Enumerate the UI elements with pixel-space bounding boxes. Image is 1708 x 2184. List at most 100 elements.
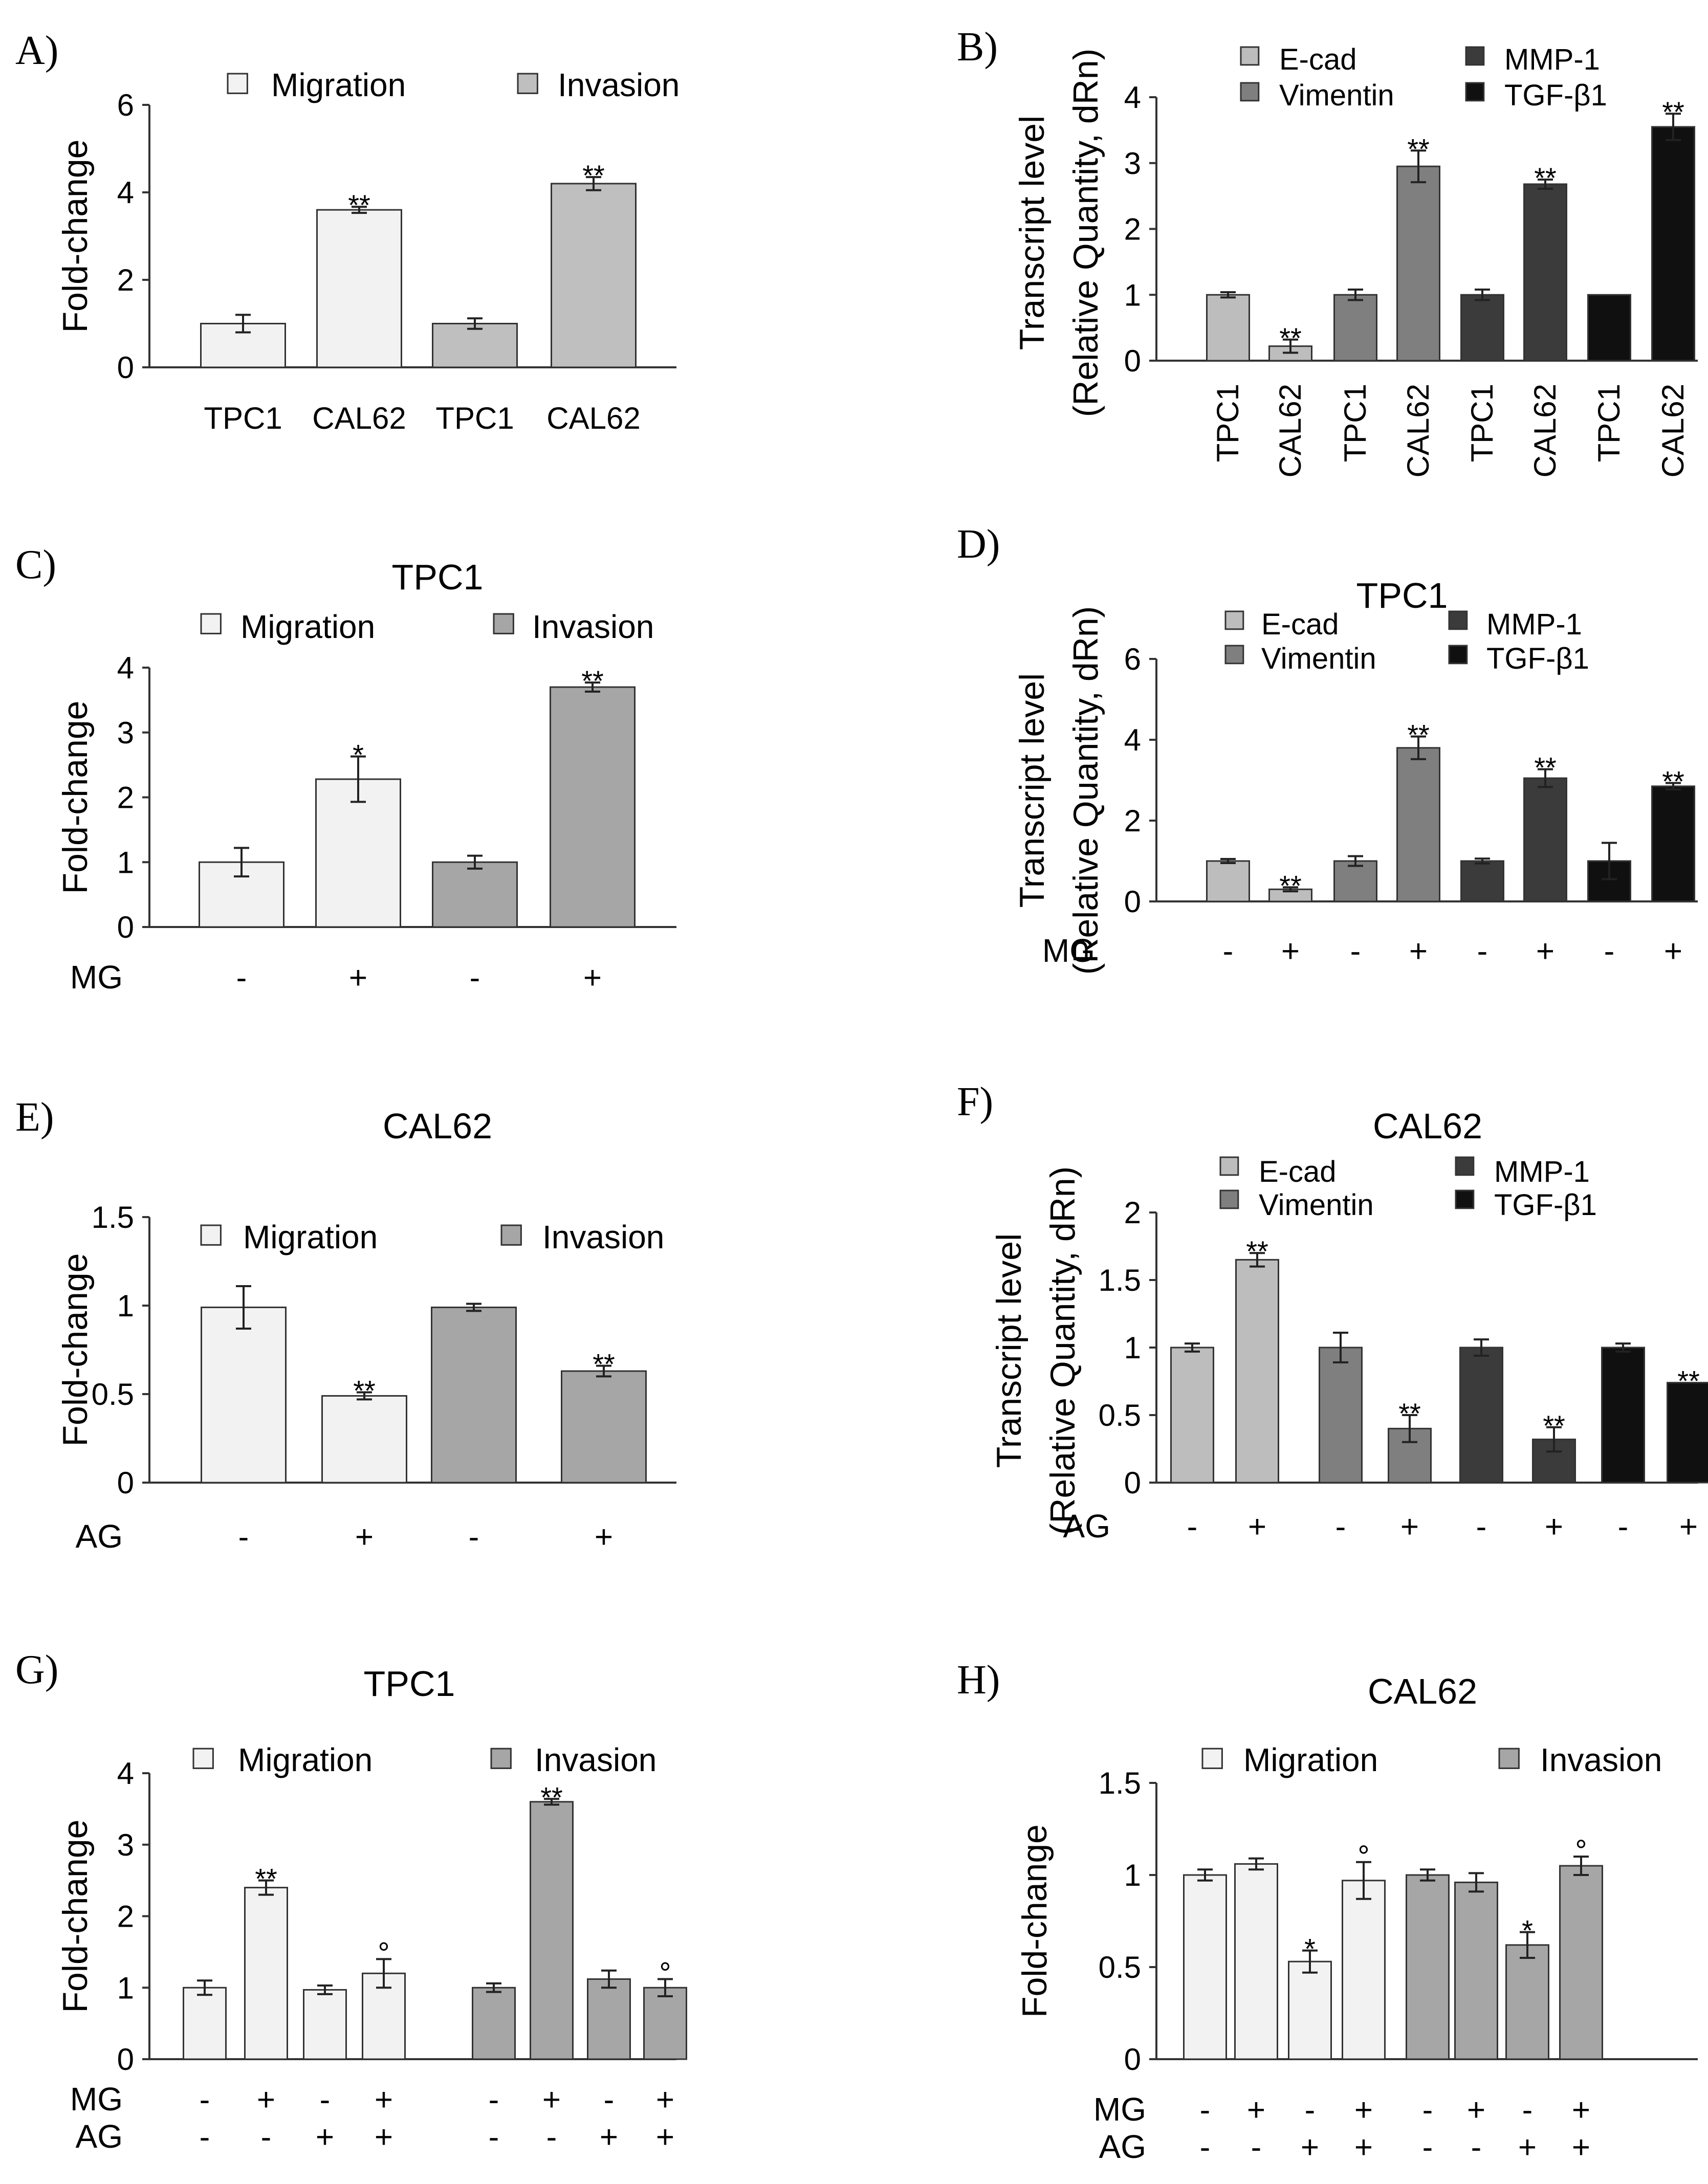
y-tick-label: 4 (117, 175, 134, 210)
y-tick-label: 3 (117, 1828, 134, 1862)
legend-label: Vimentin (1261, 642, 1376, 675)
chart-title: TPC1 (392, 557, 484, 597)
treatment-sign: - (1187, 1509, 1198, 1545)
legend-label: E-cad (1261, 608, 1339, 641)
y-tick-label: 4 (117, 1756, 134, 1791)
legend-label: Vimentin (1279, 79, 1394, 112)
bar (587, 1978, 631, 2060)
legend-swatch (1465, 82, 1485, 102)
bar (244, 1887, 288, 2060)
panel-label: H) (957, 1658, 1000, 1703)
y-tick-label: 0 (1124, 344, 1141, 378)
treatment-sign: + (1664, 934, 1682, 969)
legend-swatch (192, 1748, 214, 1769)
legend-swatch (1455, 1156, 1475, 1176)
significance-mark: ** (1407, 133, 1430, 165)
treatment-sign: - (1305, 2092, 1316, 2128)
category-label: CAL62 (1401, 384, 1435, 477)
treatment-sign: + (316, 2120, 334, 2155)
legend-label: Migration (238, 1741, 373, 1778)
treatment-sign: + (1281, 934, 1300, 969)
legend-swatch (200, 613, 222, 634)
chart-title: TPC1 (364, 1664, 455, 1704)
bar (1396, 165, 1440, 362)
panel-e: E) CAL62 0 0.5 1 1.5 Fold-change Migration Invas… (15, 1095, 676, 1555)
y-tick-label: 3 (117, 716, 134, 750)
legend-label: TGF-β1 (1494, 1188, 1597, 1222)
legend-swatch (1224, 645, 1244, 665)
significance-mark: ** (1398, 1397, 1421, 1429)
category-label: TPC1 (204, 401, 282, 435)
treatment-sign: - (1618, 1509, 1629, 1545)
legend-label: MMP-1 (1486, 608, 1582, 641)
y-tick-label: 1 (1124, 1858, 1141, 1892)
bar (1523, 777, 1567, 902)
treatment-sign: - (1200, 2130, 1211, 2165)
treatment-sign: - (1476, 1509, 1487, 1545)
legend-label: Migration (243, 1219, 378, 1255)
significance-mark: ** (1279, 322, 1302, 354)
treatment-label: AG (1063, 1508, 1110, 1545)
bar (1651, 126, 1695, 362)
y-tick-label: 0 (117, 910, 134, 944)
y-axis-label: Fold-change (1015, 1824, 1054, 2018)
panel-label: D) (957, 522, 1000, 567)
legend-swatch (1498, 1748, 1520, 1769)
y-tick-label: 2 (1124, 1196, 1141, 1230)
legend-swatch (1240, 82, 1260, 102)
category-label: CAL62 (546, 401, 640, 435)
panel-d: D) TPC1 0 2 4 6 Transcript level (Relative Quan… (957, 522, 1698, 975)
legend-label: Invasion (558, 67, 680, 103)
significance-mark: ** (540, 1781, 563, 1813)
y-axis-label-line1: Transcript level (1013, 673, 1052, 908)
category-label: TPC1 (1465, 384, 1499, 462)
y-tick-label: 2 (1124, 804, 1141, 838)
treatment-sign: + (1518, 2130, 1537, 2165)
legend-label: Migration (240, 608, 375, 645)
bar (431, 1306, 517, 1484)
treatment-sign: + (583, 960, 602, 996)
bar (1234, 1863, 1278, 2060)
significance-mark: ° (1357, 1840, 1369, 1873)
legend-label: Invasion (542, 1219, 664, 1255)
panel-label: G) (15, 1647, 58, 1692)
treatment-sign: - (1350, 934, 1361, 969)
y-tick-label: 0 (1124, 1466, 1141, 1500)
treatment-sign: - (1200, 2092, 1211, 2128)
bar (1601, 1347, 1645, 1484)
treatment-sign: - (1422, 2092, 1433, 2128)
bar (1183, 1874, 1227, 2060)
bar (1206, 294, 1250, 362)
legend-label: Vimentin (1259, 1188, 1374, 1222)
bar (1460, 860, 1504, 902)
treatment-sign: - (1223, 934, 1234, 969)
y-tick-label: 0 (1124, 2042, 1141, 2077)
legend-label: MMP-1 (1494, 1155, 1590, 1188)
bar (1333, 860, 1377, 902)
treatment-sign: - (238, 1519, 249, 1555)
significance-mark: ** (1662, 96, 1684, 128)
bar (201, 1306, 287, 1484)
y-axis-label: Fold-change (56, 1819, 95, 2013)
significance-mark: * (353, 739, 364, 771)
panel-f: F) CAL62 0 0.5 1 1.5 2 Transcript level (Relativ… (957, 1079, 1708, 1545)
category-label: TPC1 (1592, 384, 1626, 462)
treatment-sign: - (1422, 2130, 1433, 2165)
legend-label: Migration (1243, 1741, 1378, 1778)
significance-mark: ** (581, 665, 604, 697)
bar (1333, 294, 1377, 362)
legend-swatch (517, 73, 538, 94)
legend-label: E-cad (1279, 43, 1357, 76)
y-tick-label: 3 (1124, 146, 1141, 181)
legend-swatch (1219, 1156, 1239, 1176)
treatment-sign: - (1604, 934, 1615, 969)
y-tick-label: 4 (117, 651, 134, 685)
treatment-label: MG (1042, 932, 1095, 969)
y-axis-label: Fold-change (56, 1253, 95, 1446)
legend-swatch (1219, 1189, 1239, 1209)
y-tick-label: 1 (1124, 278, 1141, 312)
y-tick-label: 6 (117, 88, 134, 122)
chart-title: CAL62 (383, 1106, 492, 1146)
